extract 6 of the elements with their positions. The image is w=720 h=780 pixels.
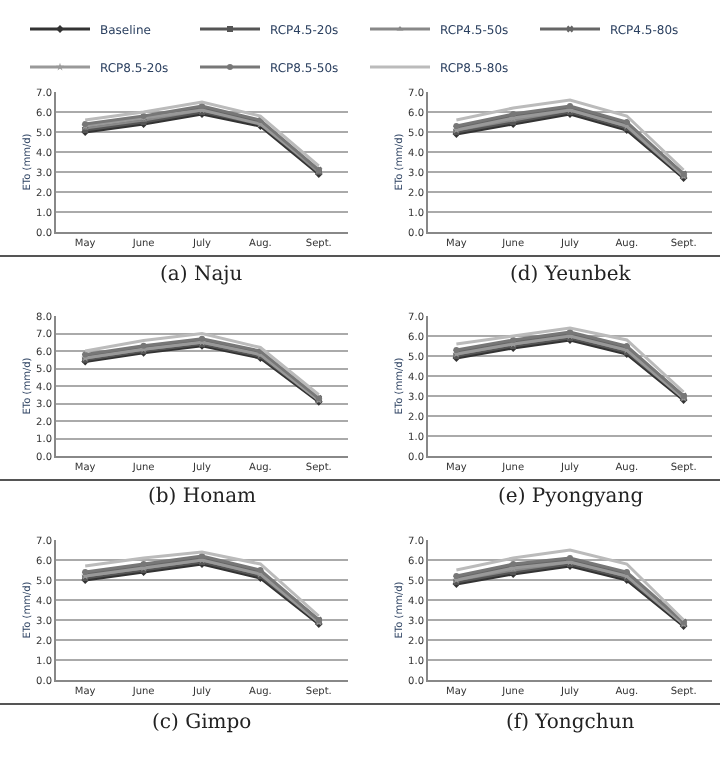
text: (b) Honam: [148, 486, 258, 508]
text: (f) Yongchun: [506, 712, 636, 734]
text: (d) Yeunbek: [510, 264, 633, 286]
text: (e) Pyongyang: [498, 486, 645, 508]
text: (a) Naju: [160, 264, 244, 286]
text: (c) Gimpo: [152, 712, 252, 734]
